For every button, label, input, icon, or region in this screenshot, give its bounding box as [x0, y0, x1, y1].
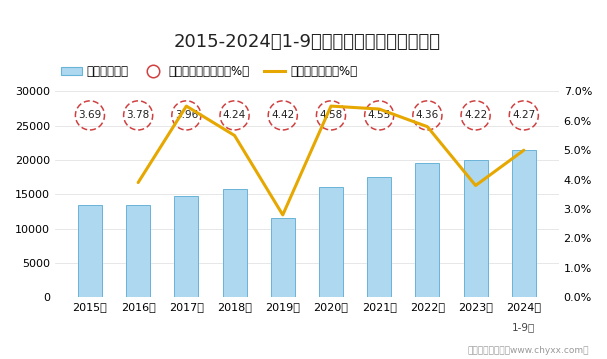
Bar [319, 187, 343, 297]
Text: 制图：智研咋询（www.chyxx.com）: 制图：智研咋询（www.chyxx.com） [467, 346, 589, 355]
Text: 4.36: 4.36 [416, 111, 439, 120]
Text: 3.96: 3.96 [175, 111, 198, 120]
Text: 3.78: 3.78 [126, 111, 150, 120]
Bar [223, 189, 246, 297]
Text: 4.22: 4.22 [464, 111, 487, 120]
Bar [174, 196, 198, 297]
Bar [271, 218, 295, 297]
Bar [464, 160, 487, 297]
Text: 4.55: 4.55 [368, 111, 391, 120]
Bar [367, 177, 392, 297]
Text: 4.27: 4.27 [512, 111, 535, 120]
Title: 2015-2024年1-9月湖南省工业企业数统计图: 2015-2024年1-9月湖南省工业企业数统计图 [174, 33, 440, 51]
Bar [415, 163, 439, 297]
Text: 4.58: 4.58 [319, 111, 342, 120]
Bar [126, 205, 150, 297]
Text: 3.69: 3.69 [78, 111, 101, 120]
Text: 4.24: 4.24 [223, 111, 246, 120]
Bar [78, 205, 102, 297]
Bar [512, 150, 536, 297]
Legend: 企业数（个）, 占全国企业数比重（%）, 企业同比增速（%）: 企业数（个）, 占全国企业数比重（%）, 企业同比增速（%） [56, 60, 362, 83]
Text: 4.42: 4.42 [271, 111, 294, 120]
Text: 1-9月: 1-9月 [512, 322, 535, 332]
